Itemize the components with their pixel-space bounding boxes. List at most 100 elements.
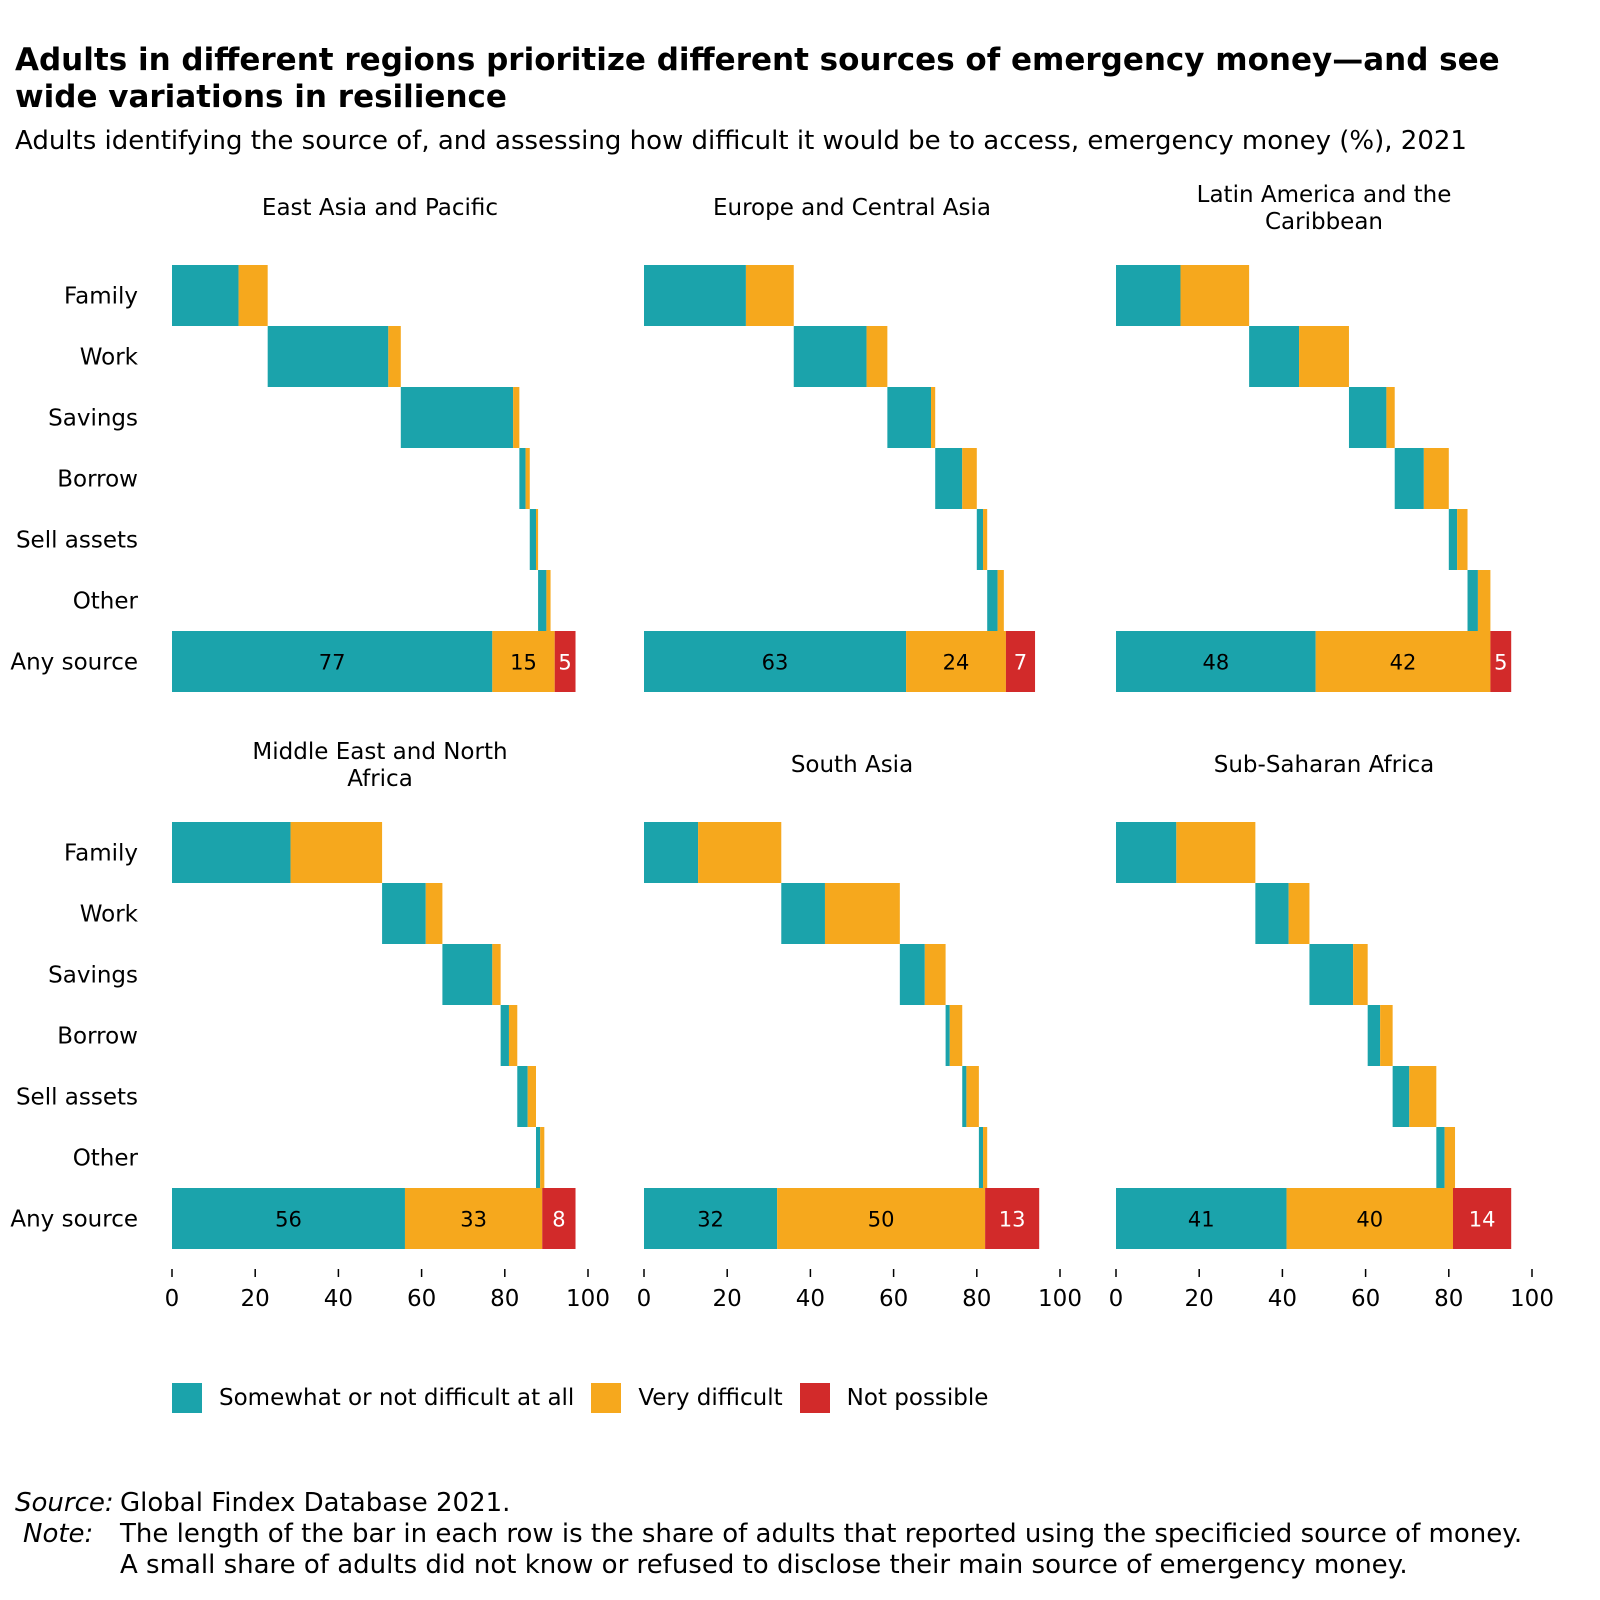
data-label-east-asia-and-pacific-somewhat-or-not-difficult-at-all: 77 [319, 651, 346, 675]
data-label-sub-saharan-africa-somewhat-or-not-difficult-at-all: 41 [1188, 1208, 1215, 1232]
category-label-any-source: Any source [10, 650, 138, 676]
bar-europe-and-central-asia-family-very-difficult [745, 265, 794, 326]
bar-east-asia-and-pacific-work-somewhat-or-not-difficult-at-all [267, 326, 389, 387]
bar-east-asia-and-pacific-other-somewhat-or-not-difficult-at-all [538, 570, 547, 631]
x-tick-label-middle-east-and-north-africa-60: 60 [407, 1286, 436, 1312]
bar-europe-and-central-asia-work-somewhat-or-not-difficult-at-all [793, 326, 867, 387]
data-label-east-asia-and-pacific-very-difficult: 15 [510, 651, 537, 675]
x-tick-label-sub-saharan-africa-40: 40 [1268, 1286, 1297, 1312]
data-label-latin-america-and-the-caribbean-very-difficult: 42 [1390, 651, 1417, 675]
bar-latin-america-and-the-caribbean-any-source-somewhat-or-not-difficult-at-all [1116, 631, 1316, 692]
bar-south-asia-savings-very-difficult [924, 944, 946, 1005]
data-label-middle-east-and-north-africa-very-difficult: 33 [460, 1208, 487, 1232]
category-label-borrow: Borrow [57, 1024, 138, 1050]
bar-middle-east-and-north-africa-other-very-difficult [540, 1127, 545, 1188]
note-row: Note: The length of the bar in each row … [15, 1519, 1522, 1550]
bar-europe-and-central-asia-work-very-difficult [866, 326, 888, 387]
bar-south-asia-borrow-somewhat-or-not-difficult-at-all [945, 1005, 950, 1066]
bar-sub-saharan-africa-work-somewhat-or-not-difficult-at-all [1255, 883, 1289, 944]
data-label-europe-and-central-asia-somewhat-or-not-difficult-at-all: 63 [762, 651, 789, 675]
bar-europe-and-central-asia-any-source-somewhat-or-not-difficult-at-all [644, 631, 907, 692]
bar-south-asia-family-somewhat-or-not-difficult-at-all [644, 822, 699, 883]
legend-label-very-difficult: Very difficult [638, 1385, 783, 1411]
bar-middle-east-and-north-africa-family-somewhat-or-not-difficult-at-all [172, 822, 291, 883]
source-row: Source: Global Findex Database 2021. [15, 1488, 1522, 1519]
x-tick-label-sub-saharan-africa-80: 80 [1434, 1286, 1463, 1312]
bar-sub-saharan-africa-savings-somewhat-or-not-difficult-at-all [1309, 944, 1354, 1005]
panel-title-latin-america-and-the-caribbean: Latin America and the Caribbean [1197, 182, 1452, 235]
bar-latin-america-and-the-caribbean-any-source-not-possible [1490, 631, 1512, 692]
category-label-work: Work [80, 345, 139, 371]
bar-sub-saharan-africa-borrow-very-difficult [1380, 1005, 1393, 1066]
note-text-line-2: A small share of adults did not know or … [120, 1550, 1408, 1580]
data-label-europe-and-central-asia-very-difficult: 24 [943, 651, 970, 675]
category-label-other: Other [73, 589, 139, 615]
bar-east-asia-and-pacific-borrow-very-difficult [525, 448, 530, 509]
chart-subtitle: Adults identifying the source of, and as… [15, 126, 1467, 156]
x-tick-label-south-asia-60: 60 [879, 1286, 908, 1312]
x-tick-label-sub-saharan-africa-100: 100 [1510, 1286, 1554, 1312]
x-tick-label-south-asia-80: 80 [962, 1286, 991, 1312]
bar-middle-east-and-north-africa-savings-somewhat-or-not-difficult-at-all [442, 944, 493, 1005]
bar-sub-saharan-africa-borrow-somewhat-or-not-difficult-at-all [1367, 1005, 1381, 1066]
bar-middle-east-and-north-africa-other-somewhat-or-not-difficult-at-all [536, 1127, 541, 1188]
bar-east-asia-and-pacific-borrow-somewhat-or-not-difficult-at-all [519, 448, 526, 509]
legend-swatch-not-possible [799, 1383, 830, 1413]
bar-europe-and-central-asia-other-very-difficult [997, 570, 1004, 631]
bar-middle-east-and-north-africa-borrow-very-difficult [508, 1005, 518, 1066]
source-label: Source: [15, 1488, 114, 1518]
bar-europe-and-central-asia-sell-assets-very-difficult [983, 509, 988, 570]
bar-south-asia-other-somewhat-or-not-difficult-at-all [978, 1127, 984, 1188]
data-label-latin-america-and-the-caribbean-not-possible: 5 [1494, 651, 1507, 675]
bar-middle-east-and-north-africa-sell-assets-very-difficult [527, 1066, 536, 1127]
x-tick-label-middle-east-and-north-africa-80: 80 [490, 1286, 519, 1312]
bar-middle-east-and-north-africa-savings-very-difficult [492, 944, 501, 1005]
category-label-work: Work [80, 902, 139, 928]
bar-middle-east-and-north-africa-work-somewhat-or-not-difficult-at-all [382, 883, 426, 944]
x-tick-label-south-asia-20: 20 [713, 1286, 742, 1312]
chart-canvas: Family Work Savings Borrow Sell assets Other A… [10, 182, 1554, 1312]
bar-latin-america-and-the-caribbean-work-very-difficult [1299, 326, 1349, 387]
bar-sub-saharan-africa-family-very-difficult [1176, 822, 1256, 883]
category-label-family: Family [64, 841, 138, 867]
bar-east-asia-and-pacific-sell-assets-very-difficult [536, 509, 539, 570]
bar-latin-america-and-the-caribbean-work-somewhat-or-not-difficult-at-all [1249, 326, 1300, 387]
bar-south-asia-other-very-difficult [983, 1127, 988, 1188]
bar-europe-and-central-asia-sell-assets-somewhat-or-not-difficult-at-all [976, 509, 984, 570]
bar-middle-east-and-north-africa-sell-assets-somewhat-or-not-difficult-at-all [517, 1066, 528, 1127]
data-label-europe-and-central-asia-not-possible: 7 [1014, 651, 1027, 675]
data-label-sub-saharan-africa-very-difficult: 40 [1356, 1208, 1383, 1232]
data-label-middle-east-and-north-africa-somewhat-or-not-difficult-at-all: 56 [275, 1208, 302, 1232]
legend-swatch-somewhat [172, 1383, 202, 1413]
panel-title-south-asia: South Asia [791, 752, 913, 778]
data-label-south-asia-somewhat-or-not-difficult-at-all: 32 [697, 1208, 724, 1232]
bar-europe-and-central-asia-other-somewhat-or-not-difficult-at-all [987, 570, 998, 631]
note-text-line-1: The length of the bar in each row is the… [120, 1519, 1523, 1549]
bar-latin-america-and-the-caribbean-family-somewhat-or-not-difficult-at-all [1116, 265, 1181, 326]
bar-east-asia-and-pacific-any-source-not-possible [554, 631, 576, 692]
category-label-borrow: Borrow [57, 467, 138, 493]
legend-item-somewhat: Somewhat or not difficult at all [172, 1383, 574, 1413]
bar-latin-america-and-the-caribbean-other-somewhat-or-not-difficult-at-all [1467, 570, 1478, 631]
note-row-2: A small share of adults did not know or … [15, 1550, 1522, 1581]
bar-south-asia-sell-assets-somewhat-or-not-difficult-at-all [962, 1066, 967, 1127]
bar-middle-east-and-north-africa-family-very-difficult [290, 822, 383, 883]
category-label-sell-assets: Sell assets [16, 1085, 138, 1111]
bar-south-asia-work-somewhat-or-not-difficult-at-all [781, 883, 825, 944]
x-tick-label-south-asia-40: 40 [796, 1286, 825, 1312]
bar-south-asia-sell-assets-very-difficult [966, 1066, 979, 1127]
x-tick-label-middle-east-and-north-africa-40: 40 [324, 1286, 353, 1312]
bar-europe-and-central-asia-savings-very-difficult [931, 387, 936, 448]
x-tick-label-middle-east-and-north-africa-0: 0 [165, 1286, 180, 1312]
bar-latin-america-and-the-caribbean-sell-assets-somewhat-or-not-difficult-at-all [1448, 509, 1458, 570]
bar-europe-and-central-asia-borrow-very-difficult [962, 448, 977, 509]
x-tick-label-middle-east-and-north-africa-100: 100 [566, 1286, 610, 1312]
bar-east-asia-and-pacific-any-source-very-difficult [492, 631, 555, 692]
bar-east-asia-and-pacific-work-very-difficult [388, 326, 401, 387]
bar-east-asia-and-pacific-savings-somewhat-or-not-difficult-at-all [400, 387, 514, 448]
legend-item-very-difficult: Very difficult [591, 1383, 783, 1413]
data-label-south-asia-not-possible: 13 [999, 1208, 1026, 1232]
category-label-savings: Savings [48, 963, 138, 989]
category-label-family: Family [64, 284, 138, 310]
bar-sub-saharan-africa-other-somewhat-or-not-difficult-at-all [1436, 1127, 1445, 1188]
